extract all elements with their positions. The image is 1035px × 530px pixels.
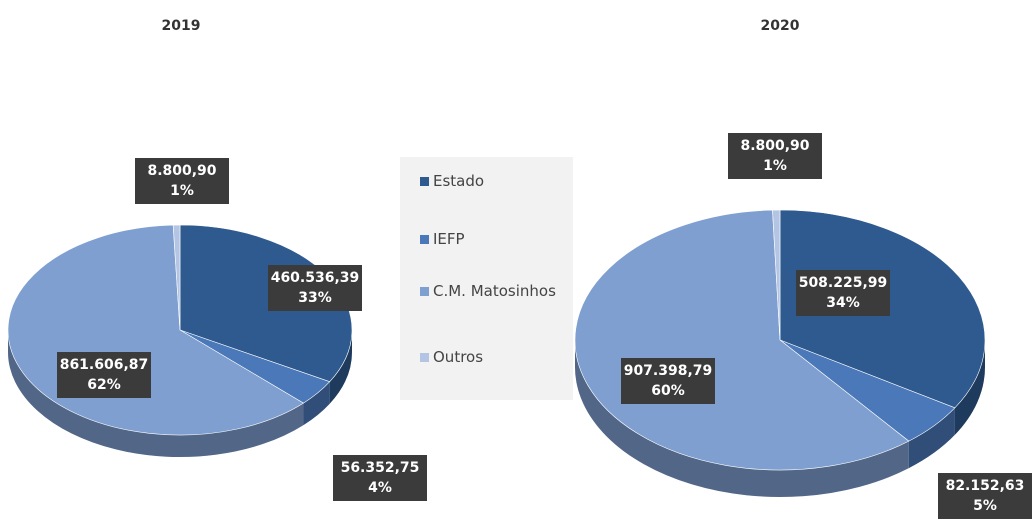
data-label: 82.152,63 5%: [938, 473, 1032, 519]
legend-swatch: [420, 287, 429, 296]
legend-label: C.M. Matosinhos: [433, 282, 556, 300]
data-label: 861.606,87 62%: [57, 352, 151, 398]
data-label-percent: 60%: [651, 383, 685, 399]
data-label: 460.536,39 33%: [268, 265, 362, 311]
data-label-percent: 5%: [973, 498, 997, 514]
data-label-percent: 33%: [298, 290, 332, 306]
data-label-value: 861.606,87: [59, 357, 149, 373]
legend-item: C.M. Matosinhos: [420, 281, 560, 301]
legend-label: Estado: [433, 172, 485, 190]
data-label: 56.352,75 4%: [333, 455, 427, 501]
slice-side-shade: [575, 340, 909, 498]
legend-swatch: [420, 177, 429, 186]
data-label-value: 8.800,90: [740, 138, 810, 154]
slice: [172, 224, 181, 331]
slice-side-shade: [329, 330, 352, 404]
data-label-percent: 4%: [368, 480, 392, 496]
legend: Estado IEFP C.M. Matosinhos Outros: [400, 157, 573, 400]
data-label-value: 56.352,75: [340, 460, 420, 476]
slice-side-shade: [954, 340, 985, 435]
chart-title: 2019: [161, 18, 201, 34]
chart-title: 2020: [760, 18, 800, 34]
legend-swatch: [420, 353, 429, 362]
slice-side-shade: [303, 381, 330, 426]
data-label-value: 508.225,99: [798, 275, 888, 291]
slice-side: [329, 330, 352, 404]
data-label: 8.800,90 1%: [135, 158, 229, 204]
legend-label: Outros: [433, 348, 484, 366]
legend-item: Estado: [420, 171, 560, 191]
data-label-percent: 1%: [170, 183, 194, 199]
data-label: 8.800,90 1%: [728, 133, 822, 179]
data-label-percent: 62%: [87, 377, 121, 393]
data-label: 508.225,99 34%: [796, 270, 890, 316]
slice-side: [8, 330, 304, 458]
data-label-value: 907.398,79: [623, 363, 713, 379]
slice: [574, 209, 910, 471]
legend-swatch: [420, 235, 429, 244]
slice-side-shade: [8, 330, 304, 458]
data-label-value: 460.536,39: [270, 270, 360, 286]
data-label-percent: 1%: [763, 158, 787, 174]
data-label-percent: 34%: [826, 295, 860, 311]
data-label-value: 82.152,63: [945, 478, 1025, 494]
legend-item: IEFP: [420, 229, 560, 249]
slice-side: [575, 340, 909, 498]
slice-side-shade: [908, 407, 955, 469]
data-label-value: 8.800,90: [147, 163, 217, 179]
slice-side: [303, 381, 330, 426]
slice: [772, 209, 781, 341]
legend-label: IEFP: [433, 230, 465, 248]
slice-side: [954, 340, 985, 435]
data-label: 907.398,79 60%: [621, 358, 715, 404]
slice-side: [908, 407, 955, 469]
legend-item: Outros: [420, 347, 560, 367]
